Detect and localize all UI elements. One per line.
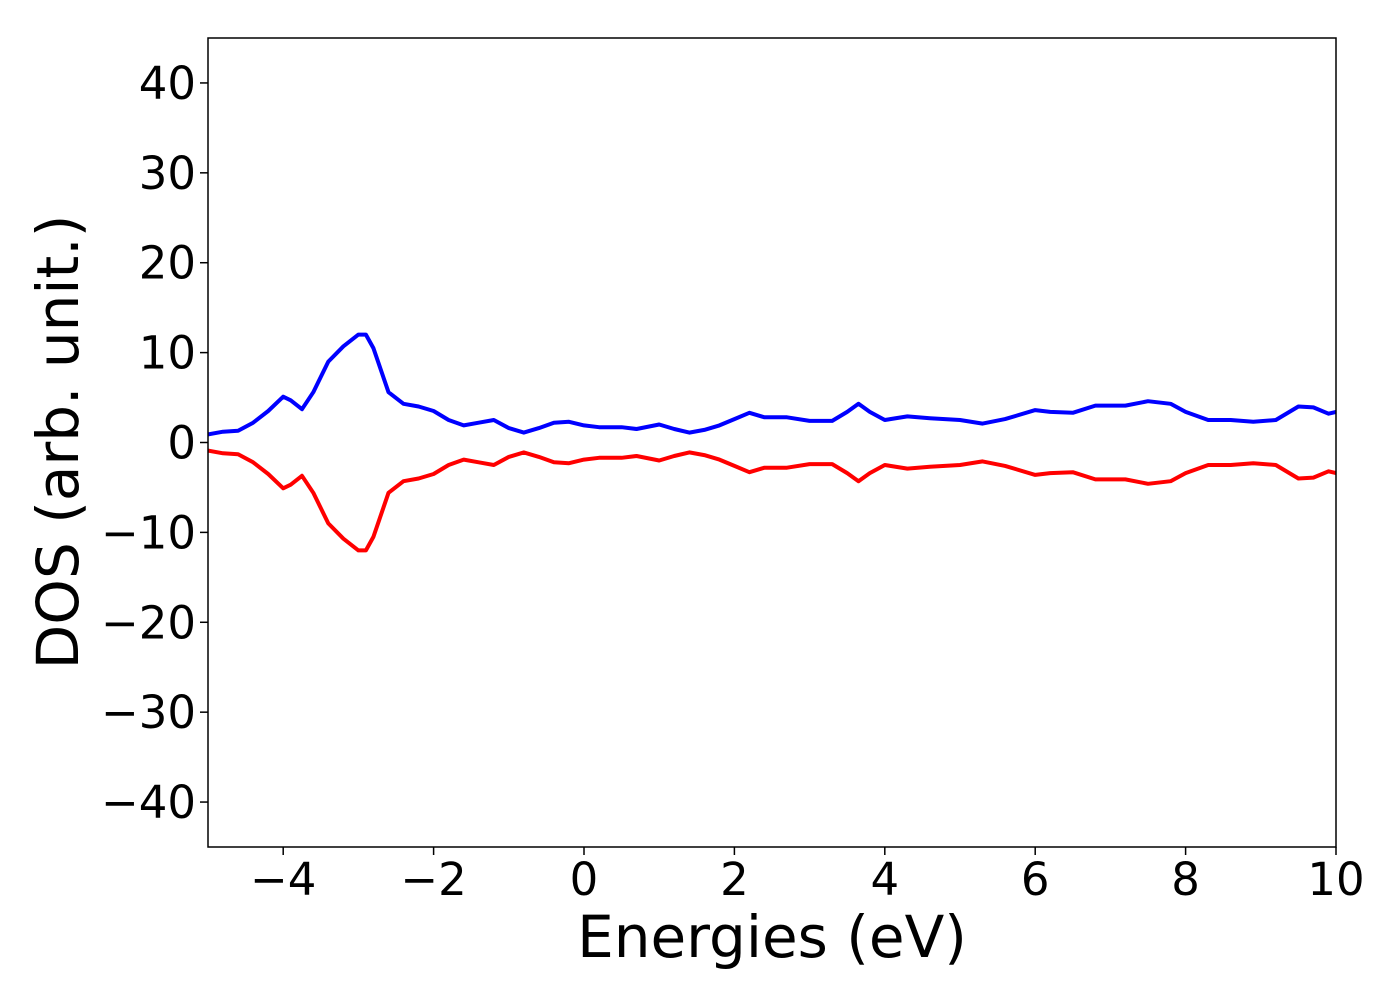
y-tick-label: 20 — [139, 237, 196, 290]
x-tick-label: 10 — [1307, 853, 1364, 906]
y-tick-label: −10 — [101, 506, 196, 559]
y-tick-label: 40 — [139, 57, 196, 110]
x-tick-label: −4 — [250, 853, 316, 906]
y-axis-ticks: −40 −30 −20 −10 0 10 20 30 40 — [101, 57, 208, 829]
y-tick-label: −40 — [101, 776, 196, 829]
x-axis-ticks: −4 −2 0 2 4 6 8 10 — [250, 847, 1365, 906]
y-axis-label: DOS (arb. unit.) — [24, 215, 92, 670]
series-line-red — [208, 448, 1336, 553]
x-tick-label: 8 — [1171, 853, 1200, 906]
y-tick-label: 0 — [167, 417, 196, 470]
x-tick-label: −2 — [400, 853, 466, 906]
series-layer — [208, 332, 1336, 553]
y-tick-label: 30 — [139, 147, 196, 200]
y-tick-label: 10 — [139, 327, 196, 380]
plot-frame — [207, 37, 1337, 848]
series-line-blue — [208, 332, 1336, 437]
y-tick-label: −30 — [101, 686, 196, 739]
x-tick-label: 0 — [570, 853, 599, 906]
y-tick-label: −20 — [101, 596, 196, 649]
x-tick-label: 6 — [1021, 853, 1050, 906]
x-tick-label: 2 — [720, 853, 749, 906]
x-axis-label: Energies (eV) — [577, 903, 967, 971]
x-tick-label: 4 — [870, 853, 899, 906]
